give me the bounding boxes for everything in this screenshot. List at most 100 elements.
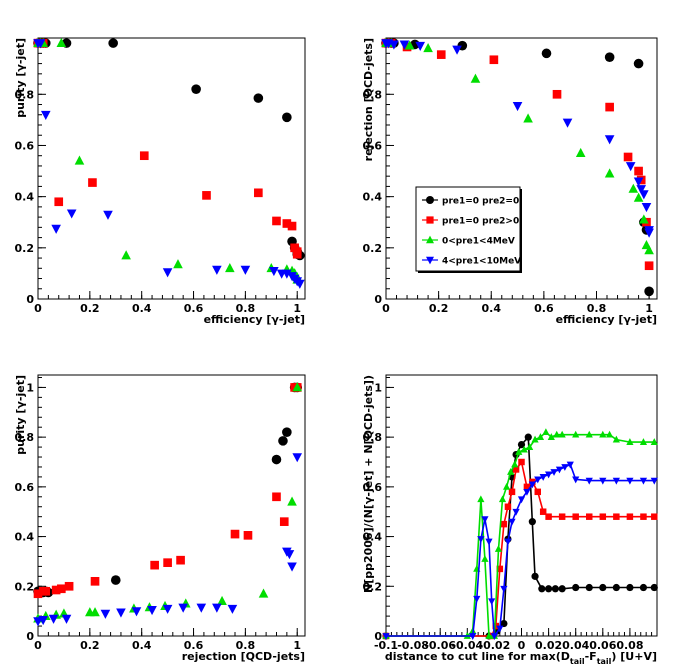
data-point bbox=[612, 583, 620, 592]
data-point bbox=[628, 183, 639, 193]
series-0<pre1<4MeV bbox=[33, 37, 303, 284]
data-point bbox=[191, 84, 201, 94]
data-point bbox=[644, 228, 654, 238]
data-point bbox=[639, 190, 649, 200]
data-point bbox=[57, 584, 66, 594]
data-point bbox=[518, 458, 525, 466]
data-point bbox=[651, 513, 658, 520]
x-tick-label: -0.02 bbox=[479, 639, 511, 652]
data-point bbox=[502, 482, 511, 490]
x-tick-label: 1 bbox=[293, 302, 301, 315]
data-point bbox=[121, 250, 131, 260]
data-point bbox=[650, 438, 658, 445]
data-point bbox=[295, 279, 305, 289]
data-point bbox=[162, 604, 173, 614]
data-point bbox=[562, 118, 573, 128]
data-point bbox=[240, 265, 251, 275]
y-tick-label: 0.6 bbox=[15, 481, 35, 494]
x-tick-label: 0.2 bbox=[80, 302, 100, 315]
data-point bbox=[517, 441, 526, 449]
y-tick-label: 0.2 bbox=[363, 242, 383, 255]
legend-label: pre1=0 pre2=0 bbox=[442, 197, 519, 207]
data-point bbox=[626, 477, 634, 485]
data-point bbox=[539, 508, 547, 515]
data-point bbox=[41, 586, 51, 596]
data-point bbox=[272, 492, 281, 502]
y-tick-label: 0.6 bbox=[363, 481, 383, 494]
y-tick-label: 0.6 bbox=[15, 139, 35, 152]
data-point bbox=[625, 162, 636, 172]
data-point bbox=[230, 529, 240, 539]
series-line bbox=[386, 463, 655, 639]
data-point bbox=[566, 461, 574, 469]
x-axis-label: rejection [QCD-jets] bbox=[182, 650, 305, 663]
data-point bbox=[54, 197, 64, 207]
y-tick-label: 0.2 bbox=[15, 580, 35, 593]
data-point bbox=[528, 518, 536, 526]
data-point bbox=[469, 633, 477, 640]
y-tick-label: 0.4 bbox=[15, 531, 35, 544]
data-point bbox=[217, 595, 227, 606]
data-point bbox=[558, 585, 566, 593]
data-point bbox=[61, 614, 72, 624]
x-tick-label: 0.6 bbox=[534, 302, 554, 315]
data-point bbox=[477, 495, 485, 503]
data-point bbox=[551, 585, 559, 593]
data-point bbox=[545, 471, 553, 479]
data-point bbox=[504, 538, 512, 546]
data-point bbox=[552, 89, 562, 99]
data-point bbox=[292, 453, 303, 463]
data-point bbox=[282, 269, 292, 279]
data-point bbox=[553, 430, 561, 438]
data-point bbox=[269, 267, 279, 277]
legend-entry: 4<pre1<10MeV bbox=[422, 257, 521, 267]
y-tick-label: 0.2 bbox=[363, 580, 383, 593]
data-point bbox=[575, 147, 586, 157]
data-point bbox=[526, 443, 534, 450]
x-tick-label: 0.2 bbox=[80, 639, 100, 652]
data-point bbox=[515, 448, 523, 455]
data-point bbox=[633, 58, 644, 69]
data-point bbox=[626, 583, 634, 592]
data-point bbox=[103, 210, 113, 220]
x-tick-label: -0.06 bbox=[424, 639, 456, 652]
data-point bbox=[539, 474, 547, 481]
data-point bbox=[639, 477, 648, 485]
data-point bbox=[599, 513, 607, 520]
data-point bbox=[227, 604, 238, 614]
data-point bbox=[644, 245, 654, 255]
data-point bbox=[38, 616, 48, 626]
y-axis-label: N[pp2006]/(N[γ-jet] + N[QCD-jets]) bbox=[362, 375, 375, 593]
data-point bbox=[287, 562, 297, 572]
series-line bbox=[386, 460, 655, 637]
data-point bbox=[626, 513, 634, 520]
data-point bbox=[292, 249, 302, 259]
series-pre1=0 pre2>0 bbox=[33, 383, 302, 599]
series-pre1=0 pre2>0 bbox=[33, 38, 302, 259]
data-point bbox=[162, 268, 173, 278]
data-point bbox=[523, 488, 531, 496]
data-point bbox=[640, 513, 647, 520]
data-point bbox=[492, 622, 499, 630]
data-point bbox=[272, 216, 281, 226]
y-tick-label: 0 bbox=[26, 293, 34, 306]
data-point bbox=[650, 583, 658, 592]
data-point bbox=[51, 585, 61, 595]
data-point bbox=[633, 192, 644, 202]
data-point bbox=[558, 430, 566, 438]
data-point bbox=[644, 286, 654, 297]
data-point bbox=[284, 550, 295, 560]
data-point bbox=[507, 467, 515, 475]
data-point bbox=[436, 50, 446, 59]
x-tick-label: 0.6 bbox=[184, 639, 204, 652]
data-point bbox=[481, 554, 489, 562]
data-point bbox=[613, 513, 620, 520]
data-point bbox=[139, 151, 149, 161]
data-point bbox=[33, 589, 43, 599]
data-point bbox=[572, 513, 579, 520]
data-point bbox=[545, 585, 553, 593]
data-point bbox=[641, 203, 652, 213]
data-point bbox=[550, 469, 558, 476]
